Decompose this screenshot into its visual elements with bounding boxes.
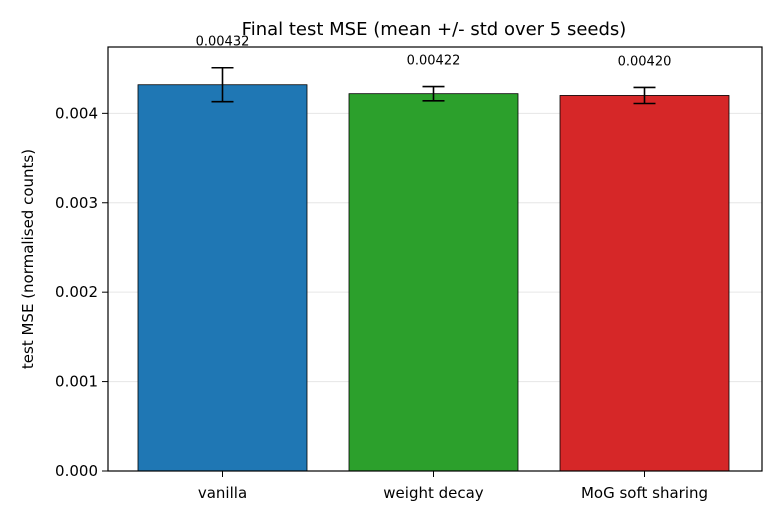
bar: [559, 95, 730, 472]
x-axis-ticks: vanilla weight decay MoG soft sharing: [198, 471, 708, 502]
plot-frame: [107, 46, 763, 472]
value-label: 0.00420: [618, 54, 672, 69]
x-tick-label: weight decay: [383, 484, 484, 502]
value-label: 0.00422: [407, 54, 461, 69]
error-bars: [211, 66, 656, 105]
y-tick-label: 0.004: [55, 104, 98, 122]
y-tick-label: 0.001: [55, 373, 98, 391]
value-labels: 0.00432 0.00422 0.00420: [196, 35, 672, 70]
bars: [137, 84, 730, 472]
x-tick-label: vanilla: [198, 484, 247, 502]
y-axis-label: test MSE (normalised counts): [19, 149, 37, 369]
value-label: 0.00432: [196, 35, 250, 50]
bar: [137, 84, 308, 472]
y-axis-ticks: 0.000 0.001 0.002 0.003 0.004: [55, 104, 108, 480]
y-tick-label: 0.002: [55, 283, 98, 301]
bar: [348, 93, 519, 472]
chart-title: Final test MSE (mean +/- std over 5 seed…: [242, 19, 627, 40]
y-tick-label: 0.003: [55, 194, 98, 212]
y-tick-label: 0.000: [55, 462, 98, 480]
x-tick-label: MoG soft sharing: [581, 484, 708, 502]
